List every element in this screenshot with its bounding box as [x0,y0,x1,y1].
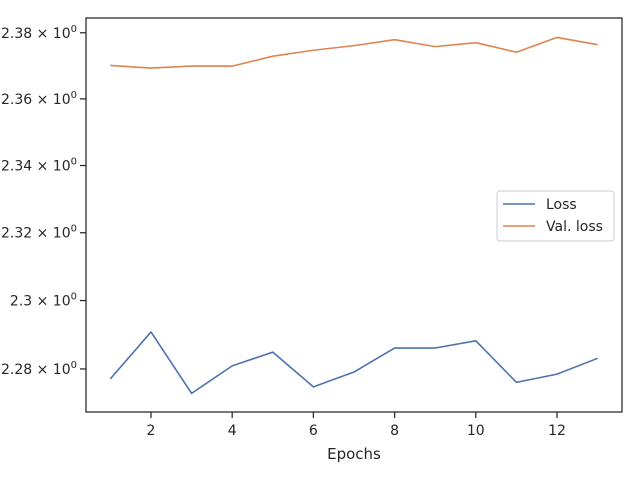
series-line-val-loss [110,36,598,69]
legend-label: Loss [546,197,577,213]
y-tick-label: 2.36 × 100 [1,90,77,108]
legend: Loss Val. loss [496,190,615,242]
y-tick-label: 2.32 × 100 [1,224,77,242]
x-axis-ticks: 2 4 6 8 10 12 [147,412,566,439]
x-tick-label: 4 [228,423,237,439]
x-tick-label: 10 [467,423,485,439]
x-tick-label: 6 [309,423,318,439]
y-tick-label: 2.38 × 100 [1,24,77,42]
y-axis-ticks: 2.28 × 100 2.3 × 100 2.32 × 100 2.34 × 100 2… [1,24,86,378]
series-layer [109,36,598,395]
x-tick-label: 12 [548,423,566,439]
x-axis-label: Epochs [327,445,381,463]
x-tick-label: 8 [390,423,399,439]
y-tick-label: 2.34 × 100 [1,157,77,175]
y-tick-label: 2.28 × 100 [1,360,77,378]
x-tick-label: 2 [147,423,156,439]
y-tick-label: 2.3 × 100 [10,292,77,310]
series-line-loss [109,331,598,395]
legend-label: Val. loss [546,219,603,235]
